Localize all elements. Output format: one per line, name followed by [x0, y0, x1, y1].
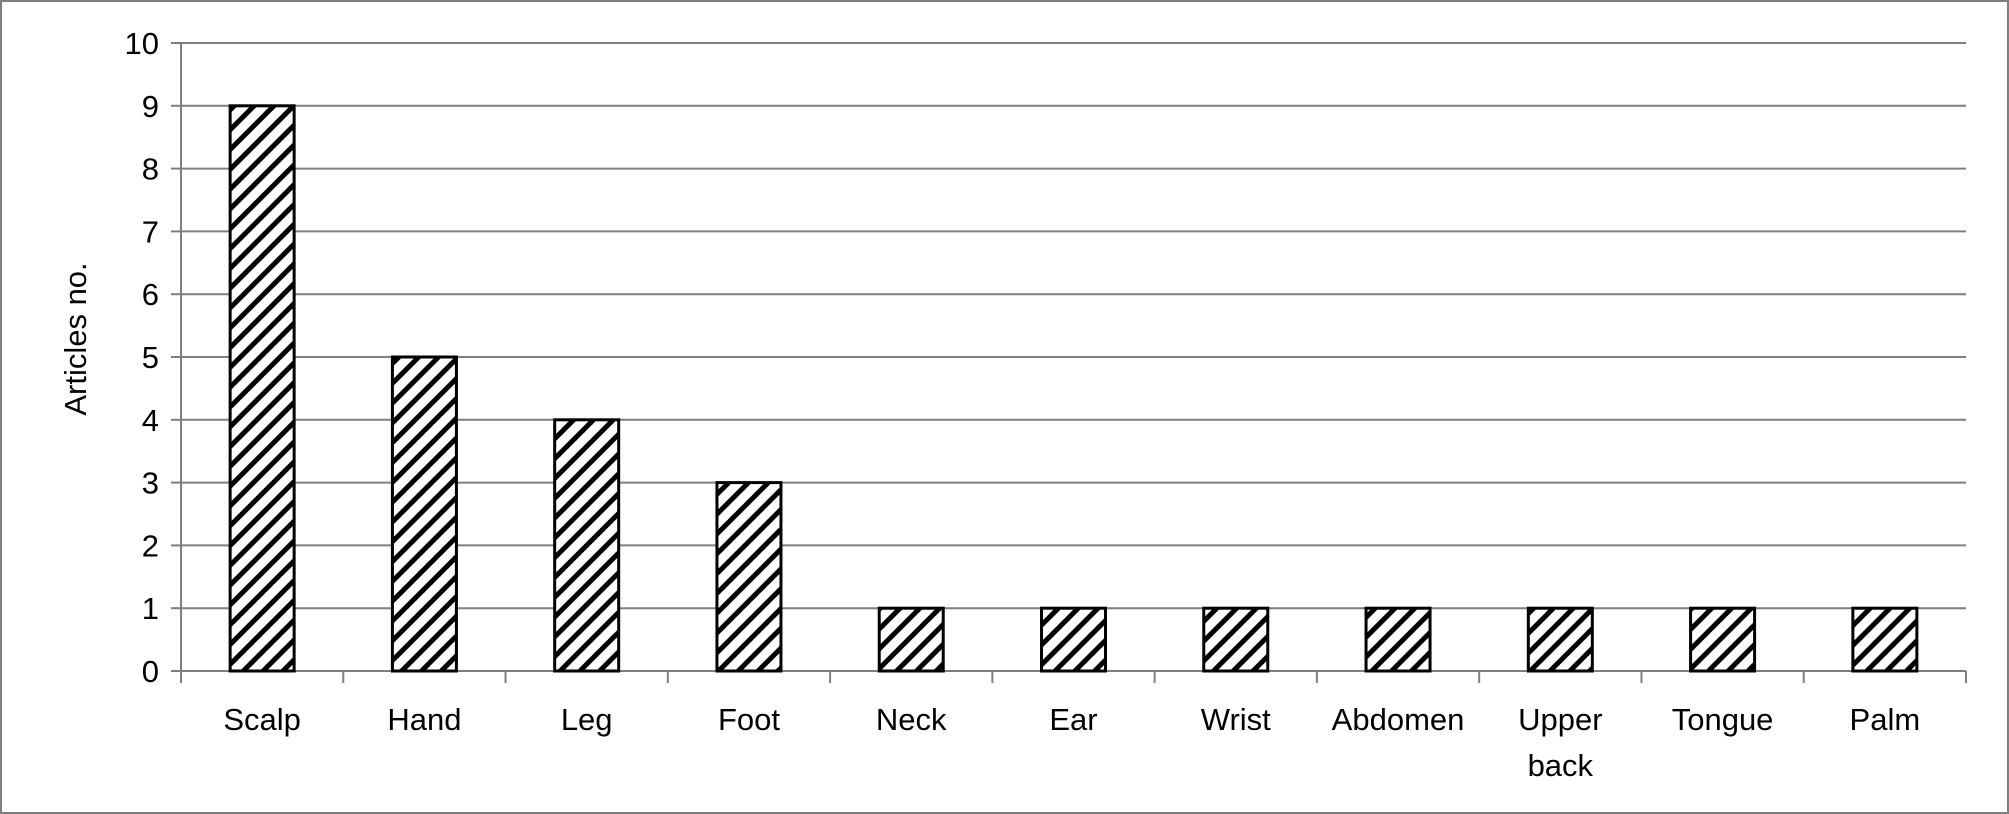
y-tick-label: 9	[142, 89, 159, 124]
y-axis-label: Articles no.	[58, 262, 93, 415]
y-tick-label: 4	[142, 403, 159, 438]
bars	[228, 104, 1919, 673]
x-category-label: Foot	[718, 702, 780, 737]
bar	[553, 418, 621, 673]
y-tick-label: 8	[142, 152, 159, 187]
bar	[1526, 606, 1594, 673]
x-category-label: Ear	[1049, 702, 1097, 737]
bar	[390, 355, 458, 673]
y-tick-label: 7	[142, 214, 159, 249]
bar	[1040, 606, 1107, 673]
x-category-label: Tongue	[1672, 702, 1774, 737]
bar	[1851, 606, 1919, 673]
y-tick-label: 0	[142, 654, 159, 689]
gridlines	[181, 42, 1966, 610]
y-tick-labels: 0 1 2 3 4 5 6 7 8 9 10	[125, 26, 159, 689]
bar	[715, 481, 783, 673]
x-category-label: Abdomen	[1332, 702, 1465, 737]
y-tick-label: 10	[125, 26, 159, 61]
x-category-label: back	[1528, 748, 1594, 783]
bar	[1202, 606, 1270, 673]
y-tick-label: 5	[142, 340, 159, 375]
x-category-label: Palm	[1850, 702, 1921, 737]
x-category-label: Hand	[387, 702, 461, 737]
x-category-label: Leg	[561, 702, 613, 737]
x-category-label: Neck	[876, 702, 947, 737]
bar	[877, 606, 945, 673]
x-category-label: Upper	[1518, 702, 1602, 737]
bar	[228, 104, 296, 673]
y-tick-label: 3	[142, 466, 159, 501]
bar	[1364, 606, 1432, 673]
x-category-label: Scalp	[223, 702, 301, 737]
y-tick-label: 2	[142, 528, 159, 563]
bar	[1689, 606, 1757, 673]
y-tick-label: 1	[142, 591, 159, 626]
x-category-label: Wrist	[1201, 702, 1271, 737]
x-tick-labels: Scalp Hand Leg Foot Neck Ear Wrist Abdomen Upper…	[223, 702, 1920, 783]
y-tick-label: 6	[142, 277, 159, 312]
